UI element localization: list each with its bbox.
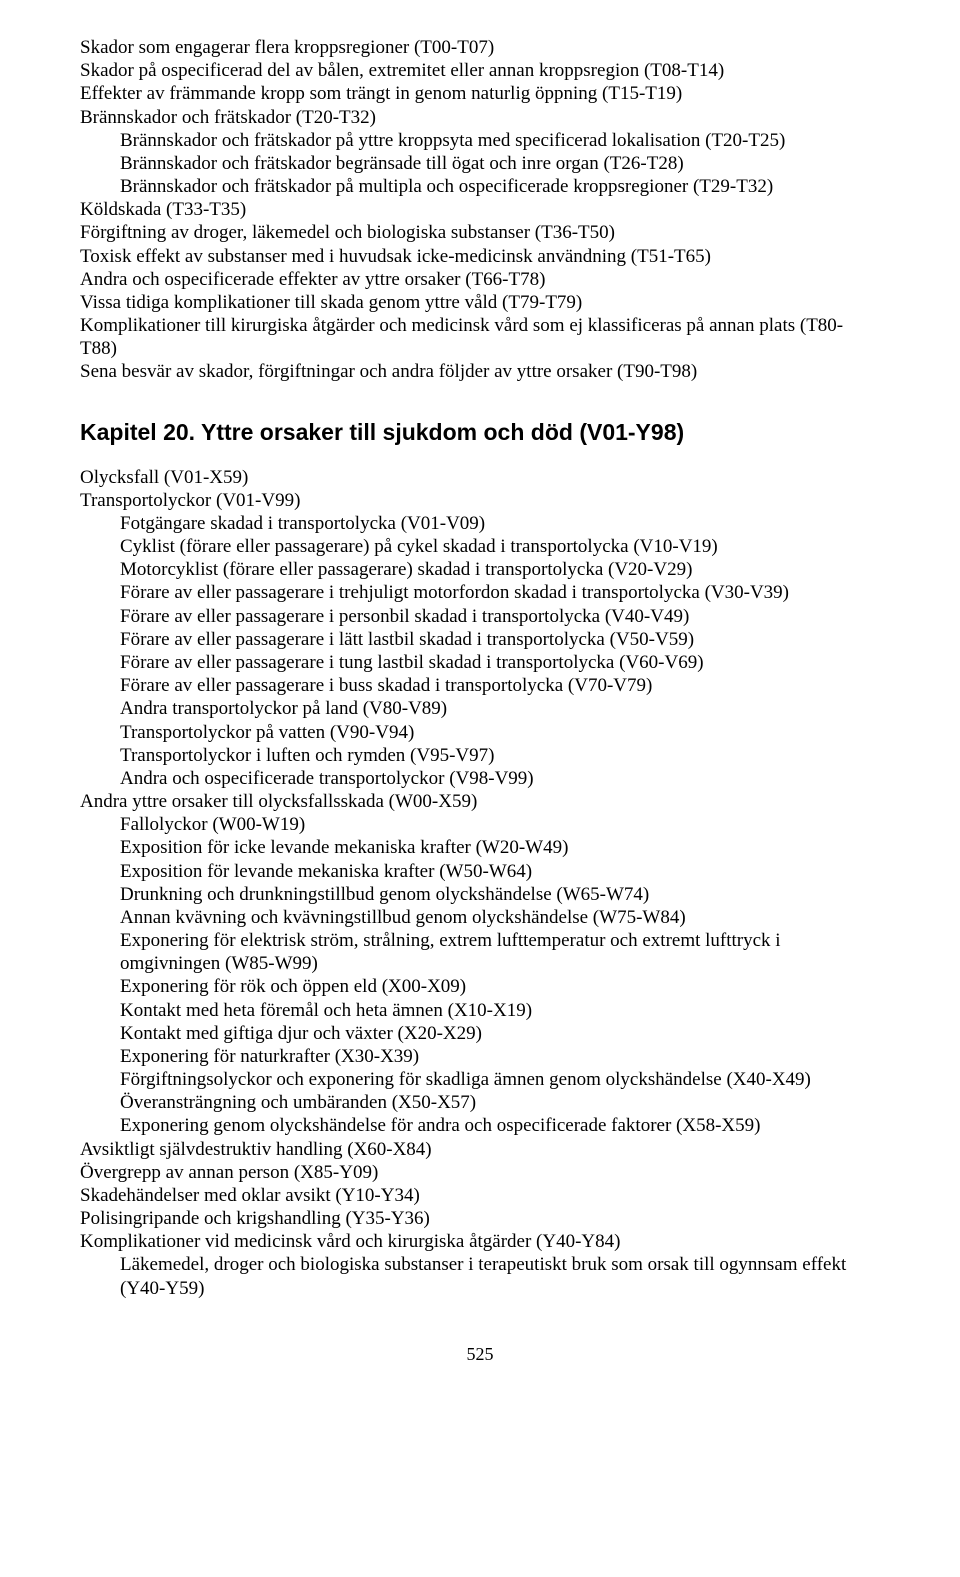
text-line: Exposition för levande mekaniska krafter… [80, 860, 880, 883]
text-line: Förgiftningsolyckor och exponering för s… [80, 1068, 880, 1091]
text-line: Transportolyckor i luften och rymden (V9… [80, 744, 880, 767]
text-line: Förare av eller passagerare i lätt lastb… [80, 628, 880, 651]
text-line: Komplikationer till kirurgiska åtgärder … [80, 314, 880, 360]
text-line: Köldskada (T33-T35) [80, 198, 880, 221]
text-line: Förgiftning av droger, läkemedel och bio… [80, 221, 880, 244]
text-line: Övergrepp av annan person (X85-Y09) [80, 1161, 880, 1184]
text-line: Drunkning och drunkningstillbud genom ol… [80, 883, 880, 906]
text-line: Avsiktligt självdestruktiv handling (X60… [80, 1138, 880, 1161]
text-line: Kontakt med giftiga djur och växter (X20… [80, 1022, 880, 1045]
text-line: Brännskador och frätskador begränsade ti… [80, 152, 880, 175]
text-line: Förare av eller passagerare i tung lastb… [80, 651, 880, 674]
text-line: Annan kvävning och kvävningstillbud geno… [80, 906, 880, 929]
text-line: Andra och ospecificerade transportolycko… [80, 767, 880, 790]
text-line: Exponering för elektrisk ström, strålnin… [80, 929, 880, 975]
text-line: Andra och ospecificerade effekter av ytt… [80, 268, 880, 291]
document-page: Skador som engagerar flera kroppsregione… [0, 0, 960, 1406]
text-line: Exponering för naturkrafter (X30-X39) [80, 1045, 880, 1068]
text-line: Brännskador och frätskador på yttre krop… [80, 129, 880, 152]
text-line: Överansträngning och umbäranden (X50-X57… [80, 1091, 880, 1114]
text-line: Transportolyckor på vatten (V90-V94) [80, 721, 880, 744]
text-line: Exponering genom olyckshändelse för andr… [80, 1114, 880, 1137]
text-line: Kontakt med heta föremål och heta ämnen … [80, 999, 880, 1022]
text-line: Fallolyckor (W00-W19) [80, 813, 880, 836]
text-line: Läkemedel, droger och biologiska substan… [80, 1253, 880, 1299]
text-line: Skadehändelser med oklar avsikt (Y10-Y34… [80, 1184, 880, 1207]
text-line: Förare av eller passagerare i buss skada… [80, 674, 880, 697]
text-line: Exposition för icke levande mekaniska kr… [80, 836, 880, 859]
text-line: Polisingripande och krigshandling (Y35-Y… [80, 1207, 880, 1230]
text-line: Andra yttre orsaker till olycksfallsskad… [80, 790, 880, 813]
text-line: Fotgängare skadad i transportolycka (V01… [80, 512, 880, 535]
text-line: Brännskador och frätskador (T20-T32) [80, 106, 880, 129]
text-line: Toxisk effekt av substanser med i huvuds… [80, 245, 880, 268]
text-line: Effekter av främmande kropp som trängt i… [80, 82, 880, 105]
text-line: Brännskador och frätskador på multipla o… [80, 175, 880, 198]
text-line: Skador på ospecificerad del av bålen, ex… [80, 59, 880, 82]
text-line: Cyklist (förare eller passagerare) på cy… [80, 535, 880, 558]
text-line: Vissa tidiga komplikationer till skada g… [80, 291, 880, 314]
text-line: Olycksfall (V01-X59) [80, 466, 880, 489]
text-line: Sena besvär av skador, förgiftningar och… [80, 360, 880, 383]
text-line: Skador som engagerar flera kroppsregione… [80, 36, 880, 59]
page-number: 525 [80, 1344, 880, 1366]
text-line: Komplikationer vid medicinsk vård och ki… [80, 1230, 880, 1253]
text-line: Förare av eller passagerare i personbil … [80, 605, 880, 628]
text-line: Motorcyklist (förare eller passagerare) … [80, 558, 880, 581]
text-line: Andra transportolyckor på land (V80-V89) [80, 697, 880, 720]
text-line: Transportolyckor (V01-V99) [80, 489, 880, 512]
section-block-1: Skador som engagerar flera kroppsregione… [80, 36, 880, 384]
text-line: Förare av eller passagerare i trehjuligt… [80, 581, 880, 604]
chapter-heading: Kapitel 20. Yttre orsaker till sjukdom o… [80, 418, 880, 446]
section-block-2: Olycksfall (V01-X59)Transportolyckor (V0… [80, 466, 880, 1300]
text-line: Exponering för rök och öppen eld (X00-X0… [80, 975, 880, 998]
